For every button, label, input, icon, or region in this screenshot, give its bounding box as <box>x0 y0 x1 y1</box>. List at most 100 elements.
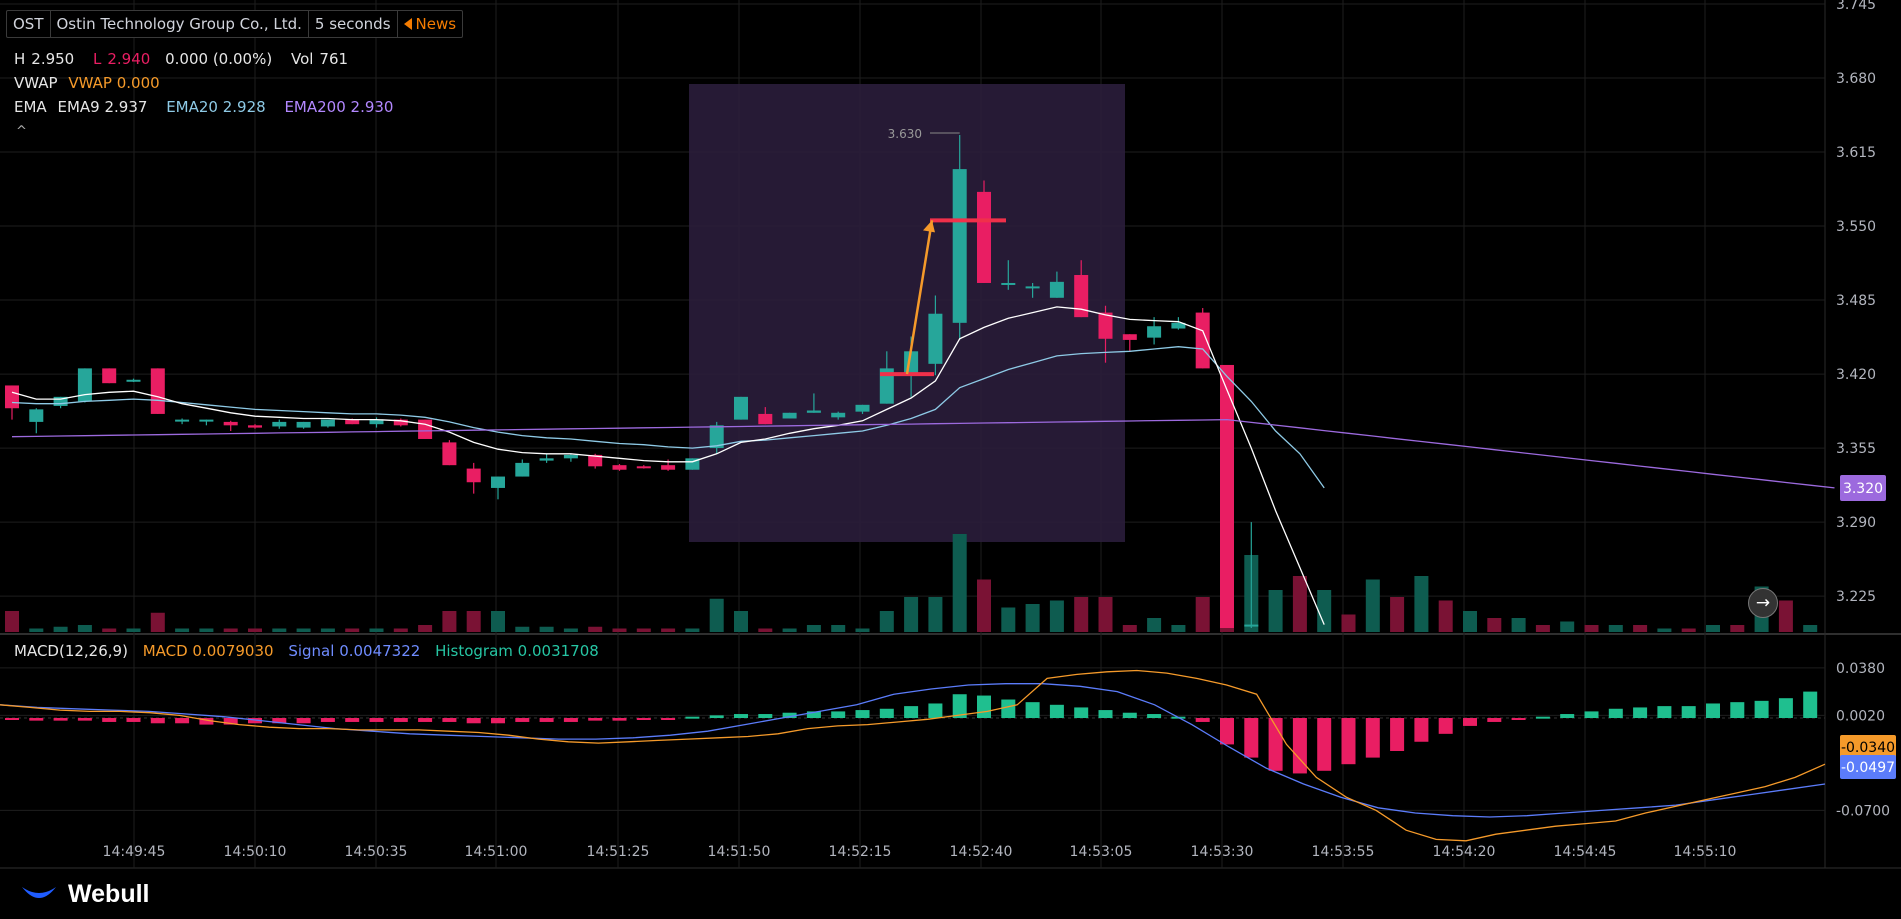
volume-bar <box>1414 576 1429 632</box>
volume-bar <box>442 611 457 632</box>
y-tick-label: 3.290 <box>1836 515 1876 531</box>
signal-line <box>0 683 1826 818</box>
macd-histogram-bar <box>296 718 311 724</box>
candle-body <box>1049 281 1064 298</box>
arrow-head <box>923 220 935 233</box>
candle-body <box>661 465 676 470</box>
x-tick-label: 14:52:40 <box>950 844 1013 860</box>
macd-histogram-bar <box>515 718 530 722</box>
brand-name: Webull <box>68 879 150 908</box>
volume-bar <box>1584 625 1599 632</box>
macd-histogram-bar <box>1608 708 1623 718</box>
macd-histogram-bar <box>1633 707 1648 718</box>
macd-histogram-bar <box>588 718 603 721</box>
high-label: H <box>14 50 26 68</box>
collapse-indicators-button[interactable]: ^ <box>16 124 27 139</box>
volume-bar <box>1511 618 1526 632</box>
candle-body <box>53 396 68 406</box>
macd-histogram-bar <box>782 712 797 718</box>
macd-histogram-bar <box>223 718 238 725</box>
candle-body <box>1195 312 1210 369</box>
x-tick-label: 14:50:10 <box>224 844 287 860</box>
candle-body <box>442 442 457 466</box>
macd-histogram-bar <box>1584 711 1599 718</box>
macd-histogram-bar <box>466 718 481 724</box>
scroll-to-latest-button[interactable]: → <box>1748 588 1778 618</box>
candle-body <box>199 419 214 422</box>
macd-histogram-bar <box>1244 718 1259 758</box>
ticker-symbol[interactable]: OST <box>7 11 51 37</box>
macd-histogram-bar <box>29 718 44 721</box>
news-button[interactable]: News <box>398 11 463 37</box>
macd-histogram-bar <box>1049 704 1064 718</box>
ema-row[interactable]: EMA EMA9 2.937 EMA20 2.928 EMA200 2.930 <box>14 98 399 116</box>
volume-bar <box>539 626 554 632</box>
y-tick-label: 3.420 <box>1836 367 1876 383</box>
x-tick-label: 14:50:35 <box>345 844 408 860</box>
macd-histogram-bar <box>1341 718 1356 765</box>
candle-body <box>1171 322 1186 329</box>
candle-body <box>369 419 384 425</box>
candle-body <box>491 476 505 488</box>
macd-histogram-bar <box>1292 718 1307 774</box>
signal-value-tag <box>1840 755 1896 779</box>
candle-body <box>734 396 748 420</box>
macd-histogram-bar <box>345 718 360 722</box>
ema200-line <box>11 418 1835 489</box>
webull-mark-icon <box>22 887 56 898</box>
candle-body <box>1001 282 1016 285</box>
candle-body <box>515 462 530 477</box>
candle-body <box>831 412 846 418</box>
volume-bar <box>928 597 943 632</box>
volume-bar <box>1365 579 1380 632</box>
arrow-right-icon: → <box>1755 593 1771 613</box>
macd-histogram-bar <box>77 718 92 721</box>
volume-bar <box>1098 597 1113 632</box>
x-tick-label: 14:52:15 <box>829 844 892 860</box>
macd-histogram-bar <box>1463 718 1477 726</box>
ema9-line <box>11 306 1325 625</box>
macd-histogram-bar <box>1414 718 1429 742</box>
macd-histogram-bar <box>393 718 408 722</box>
volume-bar <box>515 626 530 632</box>
volume-label: Vol <box>290 50 314 68</box>
macd-histogram-bar <box>1365 718 1380 758</box>
candle-body <box>685 458 700 470</box>
macd-histogram-bar <box>928 703 943 718</box>
volume-bar <box>977 579 991 632</box>
x-tick-label: 14:53:30 <box>1191 844 1254 860</box>
ticker-name: Ostin Technology Group Co., Ltd. <box>51 11 309 37</box>
macd-histogram-bar <box>636 718 651 720</box>
volume-bar <box>345 628 360 632</box>
volume-bar <box>369 628 384 632</box>
volume-bar <box>831 625 846 632</box>
y-tick-label: 3.485 <box>1836 293 1876 309</box>
volume-bar <box>1268 590 1283 632</box>
volume-bar <box>1633 625 1648 632</box>
macd-header[interactable]: MACD(12,26,9) MACD 0.0079030 Signal 0.00… <box>14 642 609 660</box>
candle-body <box>1147 326 1162 338</box>
macd-value: MACD 0.0079030 <box>142 642 274 660</box>
interval-selector[interactable]: 5 seconds <box>309 11 398 37</box>
x-tick-label: 14:51:25 <box>587 844 650 860</box>
volume-bar <box>1147 618 1162 632</box>
candle-body <box>150 368 165 414</box>
macd-histogram-bar <box>1195 718 1210 722</box>
macd-histogram-bar <box>1390 718 1405 751</box>
webull-logo: Webull <box>20 878 149 910</box>
macd-histogram-bar <box>661 718 676 720</box>
volume-bar <box>1487 618 1502 632</box>
volume-bar <box>758 628 773 632</box>
low-label: L <box>93 50 102 68</box>
macd-histogram-bar <box>977 695 991 718</box>
volume-bar <box>1001 607 1016 632</box>
macd-histogram-bar <box>685 716 700 719</box>
low-value: 2.940 <box>107 50 151 68</box>
chart-header: OST Ostin Technology Group Co., Ltd. 5 s… <box>6 10 1778 660</box>
vwap-row[interactable]: VWAP VWAP 0.000 <box>14 74 166 92</box>
volume-bar <box>1341 614 1356 632</box>
candle-body <box>928 313 943 364</box>
ema20-line <box>11 346 1325 489</box>
volume-bar <box>1608 625 1623 632</box>
